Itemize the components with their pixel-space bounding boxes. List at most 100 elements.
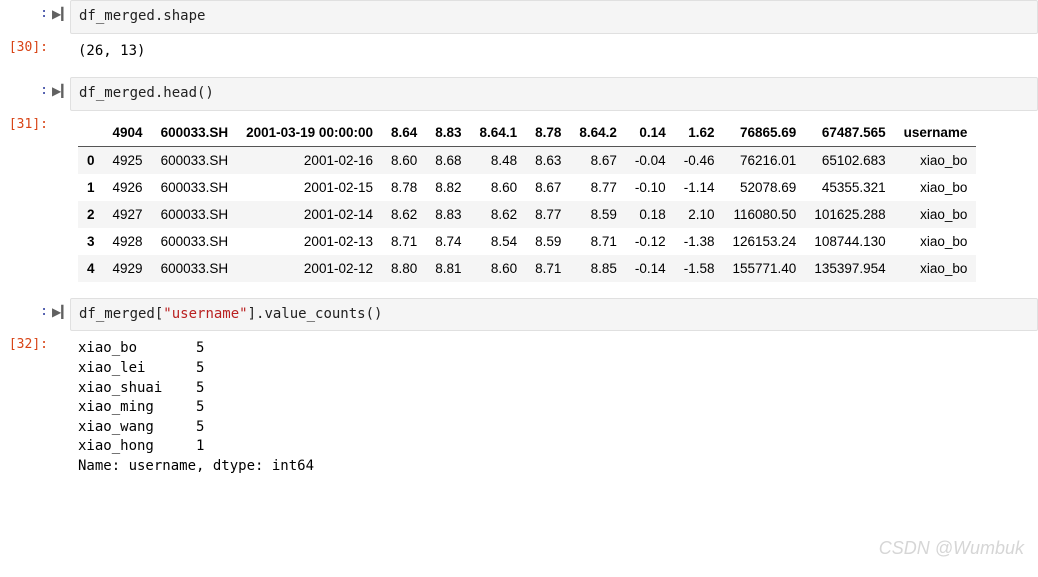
table-cell: 8.85	[570, 255, 626, 282]
table-header: 1.62	[675, 119, 724, 147]
code-cell-3[interactable]: df_merged["username"].value_counts()	[70, 298, 1038, 332]
table-cell: 2001-02-14	[237, 201, 382, 228]
table-cell: 8.60	[471, 174, 527, 201]
table-cell: xiao_bo	[895, 174, 977, 201]
table-header: 67487.565	[805, 119, 894, 147]
table-header: 8.83	[426, 119, 470, 147]
out-prompt-1: [30]:	[0, 34, 52, 55]
table-cell: 8.74	[426, 228, 470, 255]
table-cell: 2001-02-15	[237, 174, 382, 201]
table-cell: 4925	[104, 146, 152, 174]
play-icon[interactable]: ▶▎	[52, 77, 70, 98]
table-cell: xiao_bo	[895, 201, 977, 228]
table-header: 8.64.1	[471, 119, 527, 147]
table-cell: 600033.SH	[152, 228, 238, 255]
table-index: 3	[78, 228, 104, 255]
table-header: 76865.69	[723, 119, 805, 147]
table-cell: 2.10	[675, 201, 724, 228]
cell-3-input: : ▶▎ df_merged["username"].value_counts(…	[0, 298, 1038, 332]
table-header: 0.14	[626, 119, 675, 147]
cell-2-output: [31]: 4904600033.SH2001-03-19 00:00:008.…	[0, 111, 1038, 290]
table-cell: xiao_bo	[895, 255, 977, 282]
table-cell: 101625.288	[805, 201, 894, 228]
dataframe-output: 4904600033.SH2001-03-19 00:00:008.648.83…	[70, 111, 1038, 290]
code-cell-2[interactable]: df_merged.head()	[70, 77, 1038, 111]
table-cell: 8.59	[570, 201, 626, 228]
table-cell: 76216.01	[723, 146, 805, 174]
table-cell: 8.77	[570, 174, 626, 201]
table-cell: 108744.130	[805, 228, 894, 255]
code-suffix: ].value_counts()	[248, 306, 383, 322]
dataframe-table: 4904600033.SH2001-03-19 00:00:008.648.83…	[78, 119, 976, 282]
output-text-1: (26, 13)	[70, 34, 1038, 70]
table-cell: 8.67	[526, 174, 570, 201]
table-cell: 2001-02-13	[237, 228, 382, 255]
in-prompt-3: :	[0, 298, 52, 319]
cell-2-input: : ▶▎ df_merged.head()	[0, 77, 1038, 111]
table-cell: 4929	[104, 255, 152, 282]
table-cell: 8.62	[471, 201, 527, 228]
table-cell: -0.46	[675, 146, 724, 174]
table-cell: 8.62	[382, 201, 426, 228]
table-cell: 600033.SH	[152, 255, 238, 282]
out-prompt-3: [32]:	[0, 331, 52, 352]
table-cell: 155771.40	[723, 255, 805, 282]
table-index: 4	[78, 255, 104, 282]
table-header: 4904	[104, 119, 152, 147]
table-cell: 65102.683	[805, 146, 894, 174]
table-cell: 8.59	[526, 228, 570, 255]
code-prefix: df_merged[	[79, 306, 163, 322]
table-cell: 45355.321	[805, 174, 894, 201]
table-row: 44929600033.SH2001-02-128.808.818.608.71…	[78, 255, 976, 282]
table-cell: 4927	[104, 201, 152, 228]
in-prompt-2: :	[0, 77, 52, 98]
table-cell: xiao_bo	[895, 146, 977, 174]
table-cell: 2001-02-12	[237, 255, 382, 282]
table-cell: 8.68	[426, 146, 470, 174]
table-header: 2001-03-19 00:00:00	[237, 119, 382, 147]
table-index: 1	[78, 174, 104, 201]
table-cell: 135397.954	[805, 255, 894, 282]
table-row: 04925600033.SH2001-02-168.608.688.488.63…	[78, 146, 976, 174]
table-cell: 8.71	[526, 255, 570, 282]
table-cell: 600033.SH	[152, 174, 238, 201]
table-cell: 8.54	[471, 228, 527, 255]
code-string-literal: "username"	[163, 306, 247, 322]
table-cell: 600033.SH	[152, 146, 238, 174]
table-cell: 8.78	[382, 174, 426, 201]
table-cell: 8.83	[426, 201, 470, 228]
table-cell: -0.04	[626, 146, 675, 174]
table-header: 8.64	[382, 119, 426, 147]
table-cell: 8.60	[471, 255, 527, 282]
table-cell: -0.10	[626, 174, 675, 201]
play-icon[interactable]: ▶▎	[52, 0, 70, 21]
watermark-text: CSDN @Wumbuk	[879, 538, 1024, 559]
table-corner	[78, 119, 104, 147]
table-cell: 126153.24	[723, 228, 805, 255]
cell-1-output: [30]: (26, 13)	[0, 34, 1038, 70]
in-prompt-1: :	[0, 0, 52, 21]
table-header: 8.78	[526, 119, 570, 147]
table-header: 600033.SH	[152, 119, 238, 147]
table-cell: 8.60	[382, 146, 426, 174]
table-cell: 4928	[104, 228, 152, 255]
table-header: 8.64.2	[570, 119, 626, 147]
table-index: 2	[78, 201, 104, 228]
table-index: 0	[78, 146, 104, 174]
table-cell: 8.71	[382, 228, 426, 255]
table-cell: xiao_bo	[895, 228, 977, 255]
table-cell: 600033.SH	[152, 201, 238, 228]
table-cell: 4926	[104, 174, 152, 201]
code-cell-1[interactable]: df_merged.shape	[70, 0, 1038, 34]
table-cell: 2001-02-16	[237, 146, 382, 174]
table-cell: 8.80	[382, 255, 426, 282]
table-cell: 52078.69	[723, 174, 805, 201]
out-prompt-2: [31]:	[0, 111, 52, 132]
cell-1-input: : ▶▎ df_merged.shape	[0, 0, 1038, 34]
table-cell: 8.81	[426, 255, 470, 282]
cell-3-output: [32]: xiao_bo 5 xiao_lei 5 xiao_shuai 5 …	[0, 331, 1038, 484]
table-cell: 8.77	[526, 201, 570, 228]
table-cell: 116080.50	[723, 201, 805, 228]
table-row: 24927600033.SH2001-02-148.628.838.628.77…	[78, 201, 976, 228]
play-icon[interactable]: ▶▎	[52, 298, 70, 319]
